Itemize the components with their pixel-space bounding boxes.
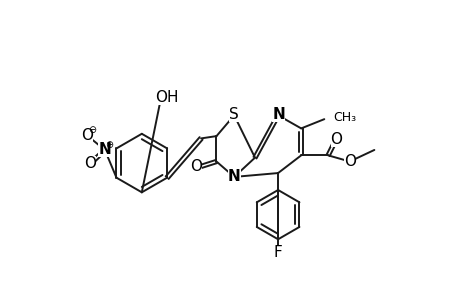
Text: O: O (344, 154, 356, 169)
Text: OH: OH (155, 90, 179, 105)
Text: N: N (98, 142, 111, 158)
Text: S: S (229, 107, 239, 122)
Text: F: F (273, 245, 282, 260)
Text: O: O (81, 128, 93, 143)
Text: CH₃: CH₃ (333, 111, 356, 124)
Text: O: O (330, 132, 342, 147)
Text: N: N (227, 169, 240, 184)
Text: O: O (84, 155, 96, 170)
Text: O: O (190, 159, 202, 174)
Text: ⊖: ⊖ (88, 125, 96, 135)
Text: N: N (272, 107, 285, 122)
Text: ⊕: ⊕ (105, 140, 113, 150)
